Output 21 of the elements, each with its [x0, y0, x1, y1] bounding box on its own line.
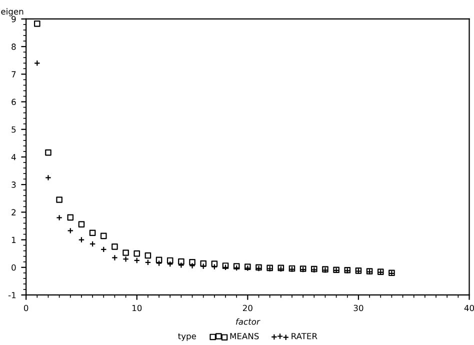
y-tick-label: -1 [8, 292, 16, 298]
x-axis-title: factor [236, 318, 260, 325]
y-tick-label: 1 [12, 236, 16, 243]
x-tick-label: 0 [24, 304, 28, 312]
x-tick-label: 10 [132, 304, 142, 312]
y-tick-label: 7 [12, 71, 16, 78]
y-tick-label: 3 [12, 182, 16, 188]
x-tick-label: 20 [242, 304, 252, 312]
y-tick-label: 8 [12, 44, 16, 50]
y-tick-label: 9 [12, 16, 16, 22]
y-tick-label: 2 [12, 209, 16, 216]
y-tick-label: 4 [11, 154, 16, 160]
legend-title: type [178, 333, 196, 341]
y-tick-label: 5 [12, 126, 16, 133]
legend-label: MEANS [230, 332, 259, 340]
x-tick-label: 40 [464, 304, 474, 312]
x-tick-label: 30 [354, 304, 364, 312]
y-tick-label: 6 [12, 98, 16, 106]
y-axis-title: eigen [1, 8, 24, 16]
legend-label: RATER [292, 333, 318, 340]
y-tick-label: 0 [12, 264, 16, 271]
